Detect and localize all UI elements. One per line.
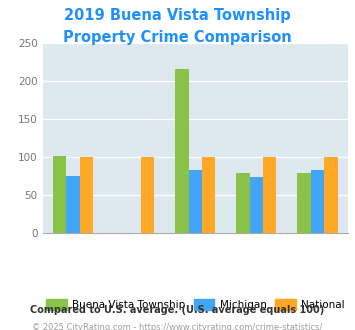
Bar xyxy=(311,170,324,233)
Bar xyxy=(80,157,93,233)
Bar xyxy=(53,156,66,233)
Bar xyxy=(66,176,80,233)
Bar xyxy=(189,170,202,233)
Bar xyxy=(263,157,277,233)
Bar xyxy=(141,157,154,233)
Text: Property Crime Comparison: Property Crime Comparison xyxy=(63,30,292,45)
Bar xyxy=(202,157,215,233)
Text: © 2025 CityRating.com - https://www.cityrating.com/crime-statistics/: © 2025 CityRating.com - https://www.city… xyxy=(32,323,323,330)
Bar xyxy=(236,174,250,233)
Bar xyxy=(324,157,338,233)
Bar xyxy=(297,173,311,233)
Text: Compared to U.S. average. (U.S. average equals 100): Compared to U.S. average. (U.S. average … xyxy=(31,305,324,315)
Legend: Buena Vista Township, Michigan, National: Buena Vista Township, Michigan, National xyxy=(42,295,349,314)
Text: 2019 Buena Vista Township: 2019 Buena Vista Township xyxy=(64,8,291,23)
Bar xyxy=(250,177,263,233)
Bar xyxy=(175,70,189,233)
